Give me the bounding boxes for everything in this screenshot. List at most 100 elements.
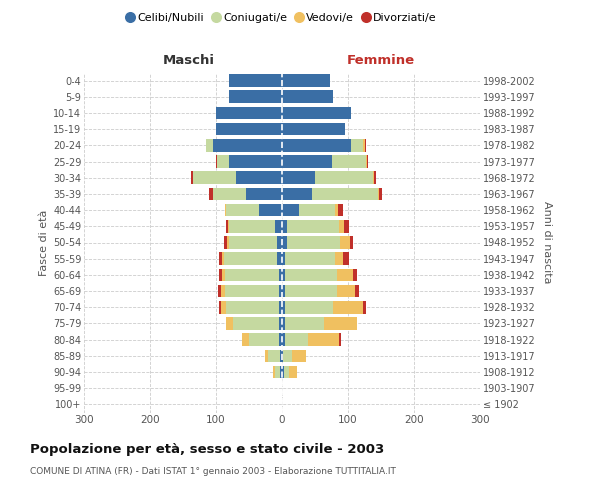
Bar bbox=[277, 236, 282, 249]
Bar bbox=[275, 366, 280, 378]
Bar bbox=[333, 301, 362, 314]
Bar bbox=[222, 252, 224, 265]
Bar bbox=[226, 220, 228, 232]
Bar bbox=[338, 204, 343, 216]
Bar bbox=[284, 366, 289, 378]
Bar bbox=[282, 155, 331, 168]
Bar bbox=[362, 301, 366, 314]
Bar bbox=[277, 252, 282, 265]
Bar bbox=[282, 268, 286, 281]
Bar bbox=[216, 106, 282, 120]
Bar bbox=[280, 366, 282, 378]
Bar bbox=[282, 204, 299, 216]
Bar bbox=[282, 74, 329, 87]
Bar bbox=[212, 139, 282, 151]
Bar bbox=[284, 334, 308, 346]
Bar bbox=[280, 350, 282, 362]
Bar bbox=[278, 334, 282, 346]
Bar bbox=[335, 204, 338, 216]
Bar bbox=[337, 268, 353, 281]
Bar bbox=[286, 285, 337, 298]
Bar bbox=[287, 220, 339, 232]
Y-axis label: Anni di nascita: Anni di nascita bbox=[542, 201, 553, 283]
Bar bbox=[363, 139, 365, 151]
Bar bbox=[273, 366, 275, 378]
Bar bbox=[217, 155, 229, 168]
Bar bbox=[212, 188, 246, 200]
Bar bbox=[278, 317, 282, 330]
Bar bbox=[226, 301, 278, 314]
Bar bbox=[292, 350, 307, 362]
Legend: Celibi/Nubili, Coniugati/e, Vedovi/e, Divorziati/e: Celibi/Nubili, Coniugati/e, Vedovi/e, Di… bbox=[123, 8, 441, 28]
Bar bbox=[229, 236, 277, 249]
Bar bbox=[282, 301, 286, 314]
Bar bbox=[278, 301, 282, 314]
Bar bbox=[283, 350, 292, 362]
Bar bbox=[343, 252, 349, 265]
Bar bbox=[229, 90, 282, 103]
Bar bbox=[218, 268, 222, 281]
Bar bbox=[340, 236, 350, 249]
Text: COMUNE DI ATINA (FR) - Dati ISTAT 1° gennaio 2003 - Elaborazione TUTTITALIA.IT: COMUNE DI ATINA (FR) - Dati ISTAT 1° gen… bbox=[30, 468, 396, 476]
Bar bbox=[218, 285, 221, 298]
Bar bbox=[312, 188, 378, 200]
Bar bbox=[193, 172, 236, 184]
Bar bbox=[226, 204, 259, 216]
Bar bbox=[249, 334, 278, 346]
Text: Femmine: Femmine bbox=[347, 54, 415, 68]
Bar bbox=[222, 268, 224, 281]
Bar bbox=[229, 155, 282, 168]
Bar bbox=[226, 317, 233, 330]
Bar bbox=[284, 317, 324, 330]
Bar bbox=[224, 236, 227, 249]
Bar bbox=[374, 172, 376, 184]
Bar bbox=[228, 220, 229, 232]
Bar bbox=[286, 252, 335, 265]
Bar bbox=[282, 285, 286, 298]
Bar bbox=[216, 123, 282, 136]
Bar bbox=[289, 366, 296, 378]
Bar bbox=[315, 172, 373, 184]
Bar bbox=[379, 188, 382, 200]
Bar bbox=[353, 268, 356, 281]
Bar bbox=[337, 285, 355, 298]
Bar bbox=[278, 268, 282, 281]
Bar bbox=[227, 236, 229, 249]
Bar bbox=[282, 106, 352, 120]
Bar bbox=[259, 204, 282, 216]
Bar bbox=[282, 188, 312, 200]
Bar bbox=[350, 236, 353, 249]
Bar bbox=[224, 268, 278, 281]
Bar bbox=[355, 285, 359, 298]
Bar bbox=[278, 285, 282, 298]
Bar bbox=[229, 220, 275, 232]
Bar bbox=[224, 204, 225, 216]
Bar bbox=[366, 155, 367, 168]
Bar bbox=[282, 90, 334, 103]
Bar bbox=[378, 188, 379, 200]
Text: Popolazione per età, sesso e stato civile - 2003: Popolazione per età, sesso e stato civil… bbox=[30, 442, 384, 456]
Bar bbox=[265, 350, 268, 362]
Bar bbox=[282, 350, 283, 362]
Bar bbox=[287, 236, 340, 249]
Bar bbox=[246, 188, 282, 200]
Bar bbox=[242, 334, 249, 346]
Bar bbox=[367, 155, 368, 168]
Bar bbox=[365, 139, 366, 151]
Bar bbox=[191, 172, 193, 184]
Bar bbox=[229, 74, 282, 87]
Bar bbox=[236, 172, 282, 184]
Bar bbox=[268, 350, 280, 362]
Bar bbox=[373, 172, 374, 184]
Bar bbox=[324, 317, 357, 330]
Bar bbox=[299, 204, 335, 216]
Bar bbox=[286, 268, 337, 281]
Bar bbox=[221, 301, 226, 314]
Bar bbox=[282, 123, 344, 136]
Bar bbox=[206, 139, 212, 151]
Bar bbox=[233, 317, 278, 330]
Bar bbox=[216, 155, 217, 168]
Bar bbox=[224, 252, 277, 265]
Text: Maschi: Maschi bbox=[163, 54, 215, 68]
Y-axis label: Fasce di età: Fasce di età bbox=[38, 210, 49, 276]
